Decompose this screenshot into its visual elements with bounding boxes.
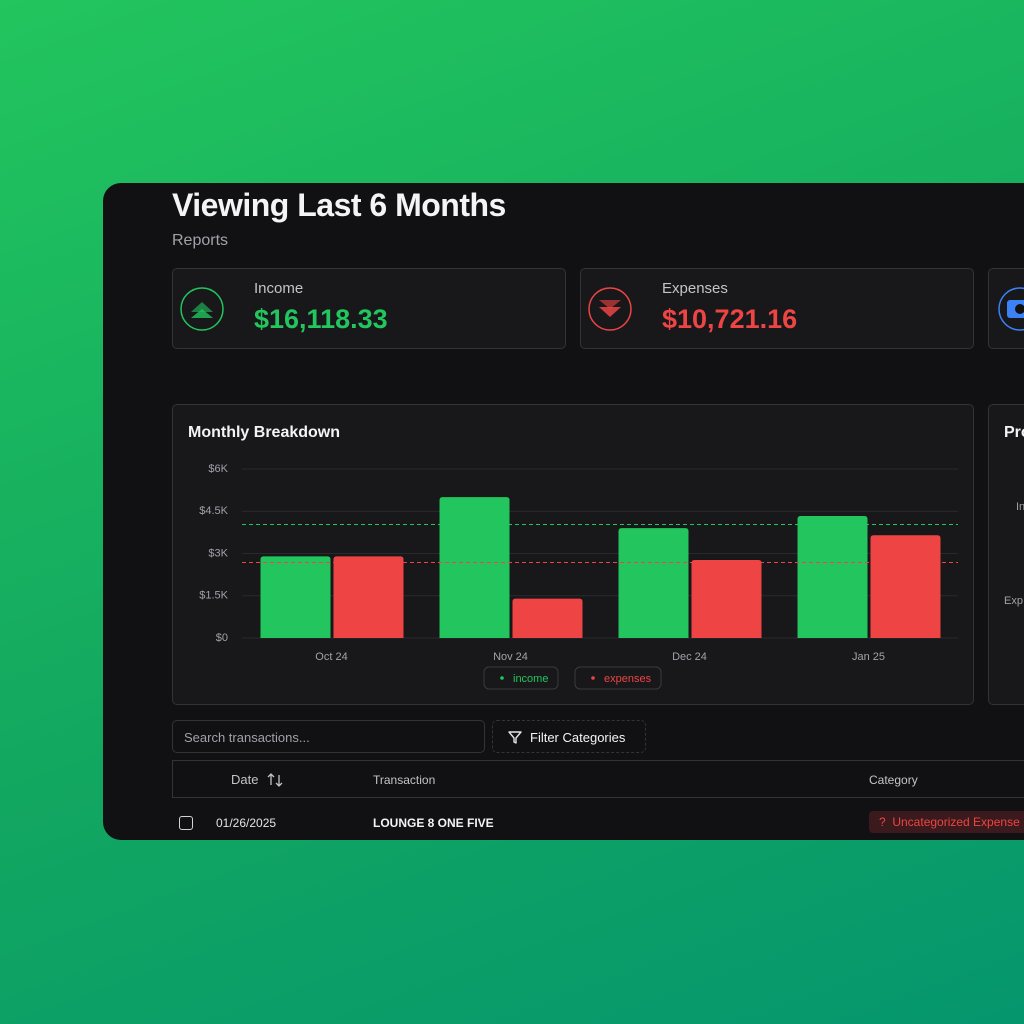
bar [512,598,583,638]
side-title: Pro [1004,424,1024,441]
side-label: In [1016,501,1024,513]
search-input[interactable]: Search transactions... [172,720,485,753]
bar [333,556,404,638]
page-subtitle: Reports [172,232,229,249]
bar [691,559,762,638]
third-card [988,268,1024,349]
x-tick-label: Dec 24 [672,651,707,663]
x-tick-label: Nov 24 [493,651,528,663]
x-tick-label: Jan 25 [852,651,885,663]
bar [618,528,689,638]
page-title: Viewing Last 6 Months [172,187,506,223]
row-checkbox[interactable] [179,816,193,830]
legend-dot [500,676,504,680]
y-tick-label: $3K [208,547,228,559]
filter-button[interactable]: Filter Categories [492,720,646,753]
column-header: Transaction [373,773,436,787]
chart-title: Monthly Breakdown [188,424,340,441]
legend-item[interactable] [483,666,559,690]
category-badge[interactable]: ? Uncategorized Expense [869,811,1024,833]
bar [260,556,331,638]
stat-label: Expenses [662,280,728,297]
table-header: Date Transaction Category [172,760,1024,798]
legend-item[interactable] [574,666,662,690]
legend-label: income [513,673,548,685]
chart-card: Monthly Breakdown $0 $1.5K $3K $4.5K $6K Oct … [172,404,974,705]
x-tick-label: Oct 24 [315,651,347,663]
expenses-icon [588,287,632,331]
side-card: Pro In Exp [988,404,1024,705]
income-card: Income $16,118.33 [172,268,566,349]
bar [797,516,868,638]
stat-label: Income [254,280,304,297]
y-tick-label: $1.5K [199,590,228,602]
bar [870,535,941,638]
side-label: Exp [1004,595,1023,607]
expenses-card: Expenses $10,721.16 [580,268,974,349]
filter-icon [508,731,522,744]
chart: Monthly Breakdown $0 $1.5K $3K $4.5K $6K Oct … [188,424,958,690]
cell-transaction: LOUNGE 8 ONE FIVE [373,816,494,830]
sort-icon[interactable] [267,772,283,788]
filter-label: Filter Categories [530,730,626,745]
legend-dot [591,676,595,680]
card-icon [998,287,1024,331]
column-header[interactable]: Date [231,772,259,787]
y-tick-label: $6K [208,463,228,475]
app-panel: Viewing Last 6 Months Reports Income $16… [103,183,1024,840]
bar [439,497,510,638]
cell-date: 01/26/2025 [216,816,277,830]
column-header: Category [869,773,918,787]
y-tick-label: $4.5K [199,505,228,517]
category-label: Uncategorized Expense [892,815,1020,829]
search-placeholder: Search transactions... [184,730,310,745]
income-icon [180,287,224,331]
y-tick-label: $0 [216,632,228,644]
stat-value: $10,721.16 [662,304,798,334]
legend-label: expenses [604,673,652,685]
stat-value: $16,118.33 [254,304,388,334]
